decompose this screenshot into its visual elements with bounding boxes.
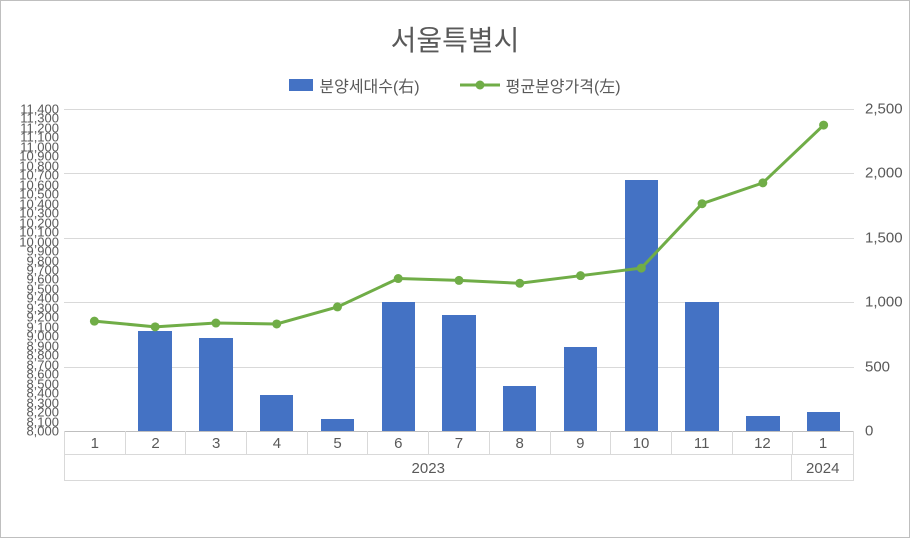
x-month-label: 8 (490, 431, 551, 454)
x-axis-years: 20232024 (64, 455, 854, 481)
x-month-label: 1 (65, 431, 126, 454)
x-month-label: 6 (368, 431, 429, 454)
legend-line-swatch (460, 78, 500, 92)
y-right-tick: 1,000 (859, 295, 909, 310)
y-right-tick: 1,500 (859, 230, 909, 245)
x-month-label: 10 (611, 431, 672, 454)
x-month-label: 4 (247, 431, 308, 454)
plot-area: 8,0008,1008,2008,3008,4008,5008,6008,700… (64, 109, 854, 431)
legend-line-label: 평균분양가격(左) (506, 73, 621, 97)
legend-item-bar: 분양세대수(右) (289, 73, 419, 97)
x-month-label: 7 (429, 431, 490, 454)
legend-bar-label: 분양세대수(右) (319, 73, 419, 97)
x-month-label: 12 (733, 431, 794, 454)
x-month-label: 3 (186, 431, 247, 454)
y-right-tick: 2,500 (859, 102, 909, 117)
chart-title: 서울특별시 (1, 1, 909, 73)
x-axis-months: 1234567891011121 (64, 431, 854, 455)
line-series (64, 109, 854, 431)
legend-item-line: 평균분양가격(左) (460, 73, 621, 97)
x-month-label: 2 (126, 431, 187, 454)
legend: 분양세대수(右) 평균분양가격(左) (1, 73, 909, 109)
y-right-tick: 500 (859, 359, 909, 374)
legend-bar-swatch (289, 79, 313, 91)
x-year-label: 2023 (65, 455, 792, 480)
x-year-label: 2024 (792, 455, 853, 480)
x-month-label: 11 (672, 431, 733, 454)
y-left-tick: 11,400 (1, 103, 59, 116)
y-right-tick: 0 (859, 424, 909, 439)
y-right-tick: 2,000 (859, 166, 909, 181)
x-month-label: 9 (551, 431, 612, 454)
x-month-label: 5 (308, 431, 369, 454)
x-month-label: 1 (793, 431, 853, 454)
